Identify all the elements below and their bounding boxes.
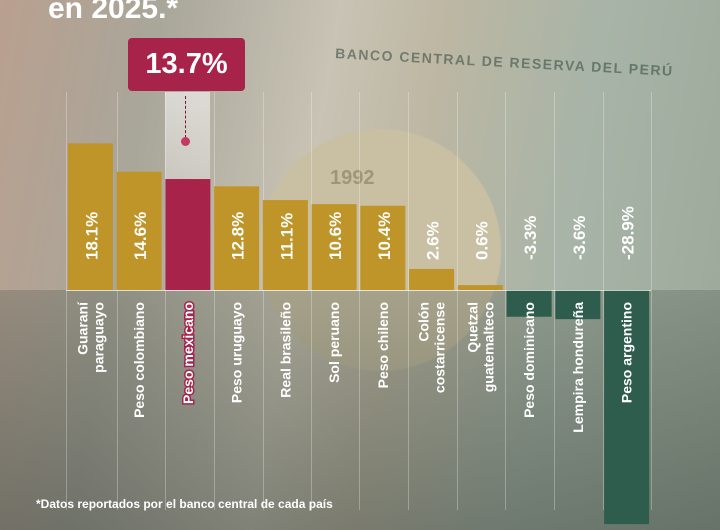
- footnote: *Datos reportados por el banco central d…: [36, 497, 333, 511]
- value-label: -28.9%: [619, 206, 638, 260]
- bar: [409, 268, 455, 290]
- bar: [262, 200, 308, 290]
- category-label: Peso chileno: [375, 302, 391, 388]
- category-label: Peso uruguayo: [229, 302, 245, 403]
- value-label: -3.3%: [521, 216, 540, 260]
- chart-title: en 2025.*: [48, 0, 179, 25]
- featured-marker-dot: [181, 137, 190, 146]
- category-label: Peso dominicano: [521, 302, 537, 418]
- bar: [116, 171, 162, 290]
- category-label: Peso mexicano: [180, 302, 196, 404]
- gridline: [554, 92, 555, 510]
- gridline: [651, 92, 652, 510]
- featured-value-badge: 13.7%: [128, 38, 245, 91]
- category-label: Peso argentino: [619, 302, 635, 403]
- category-label: Guaraní: [74, 301, 90, 355]
- gridline: [117, 92, 118, 510]
- gridline: [214, 92, 215, 510]
- gridline: [359, 92, 360, 510]
- value-label: -3.6%: [570, 216, 589, 260]
- category-label: paraguayo: [90, 302, 106, 373]
- gridline: [603, 92, 604, 510]
- gridline: [408, 92, 409, 510]
- category-label: Quetzal: [464, 302, 480, 353]
- bar: [311, 204, 357, 290]
- bar: [604, 290, 650, 525]
- value-label: 14.6%: [131, 212, 150, 260]
- category-label: guatemalteco: [480, 302, 496, 392]
- value-label: 11.1%: [277, 213, 296, 260]
- gridline: [66, 92, 67, 510]
- category-label: Peso colombiano: [131, 302, 147, 418]
- bar: [165, 179, 211, 290]
- value-label: 10.6%: [326, 212, 345, 260]
- gridline: [165, 92, 166, 510]
- bar: [506, 290, 552, 317]
- gridline: [311, 92, 312, 510]
- category-label: Colón: [416, 302, 432, 342]
- bar: [457, 285, 503, 290]
- featured-guide-line: [185, 96, 186, 138]
- background-coin-year: 1992: [330, 167, 375, 189]
- gridline: [457, 92, 458, 510]
- bar: [214, 186, 260, 290]
- value-label: 10.4%: [375, 212, 394, 260]
- value-label: 12.8%: [229, 212, 248, 260]
- gridline: [263, 92, 264, 510]
- zero-baseline: [66, 290, 651, 291]
- background-shade: [0, 290, 720, 530]
- category-label: Real brasileño: [277, 302, 293, 398]
- category-label: costarricense: [432, 302, 448, 393]
- value-label: 0.6%: [472, 221, 491, 260]
- value-label: 2.6%: [424, 221, 443, 260]
- value-label: 18.1%: [82, 212, 101, 260]
- bar: [67, 143, 113, 290]
- bar: [555, 290, 601, 320]
- bar: [360, 205, 406, 290]
- gridline: [505, 92, 506, 510]
- category-label: Lempira hondureña: [570, 302, 586, 433]
- category-label: Sol peruano: [326, 302, 342, 383]
